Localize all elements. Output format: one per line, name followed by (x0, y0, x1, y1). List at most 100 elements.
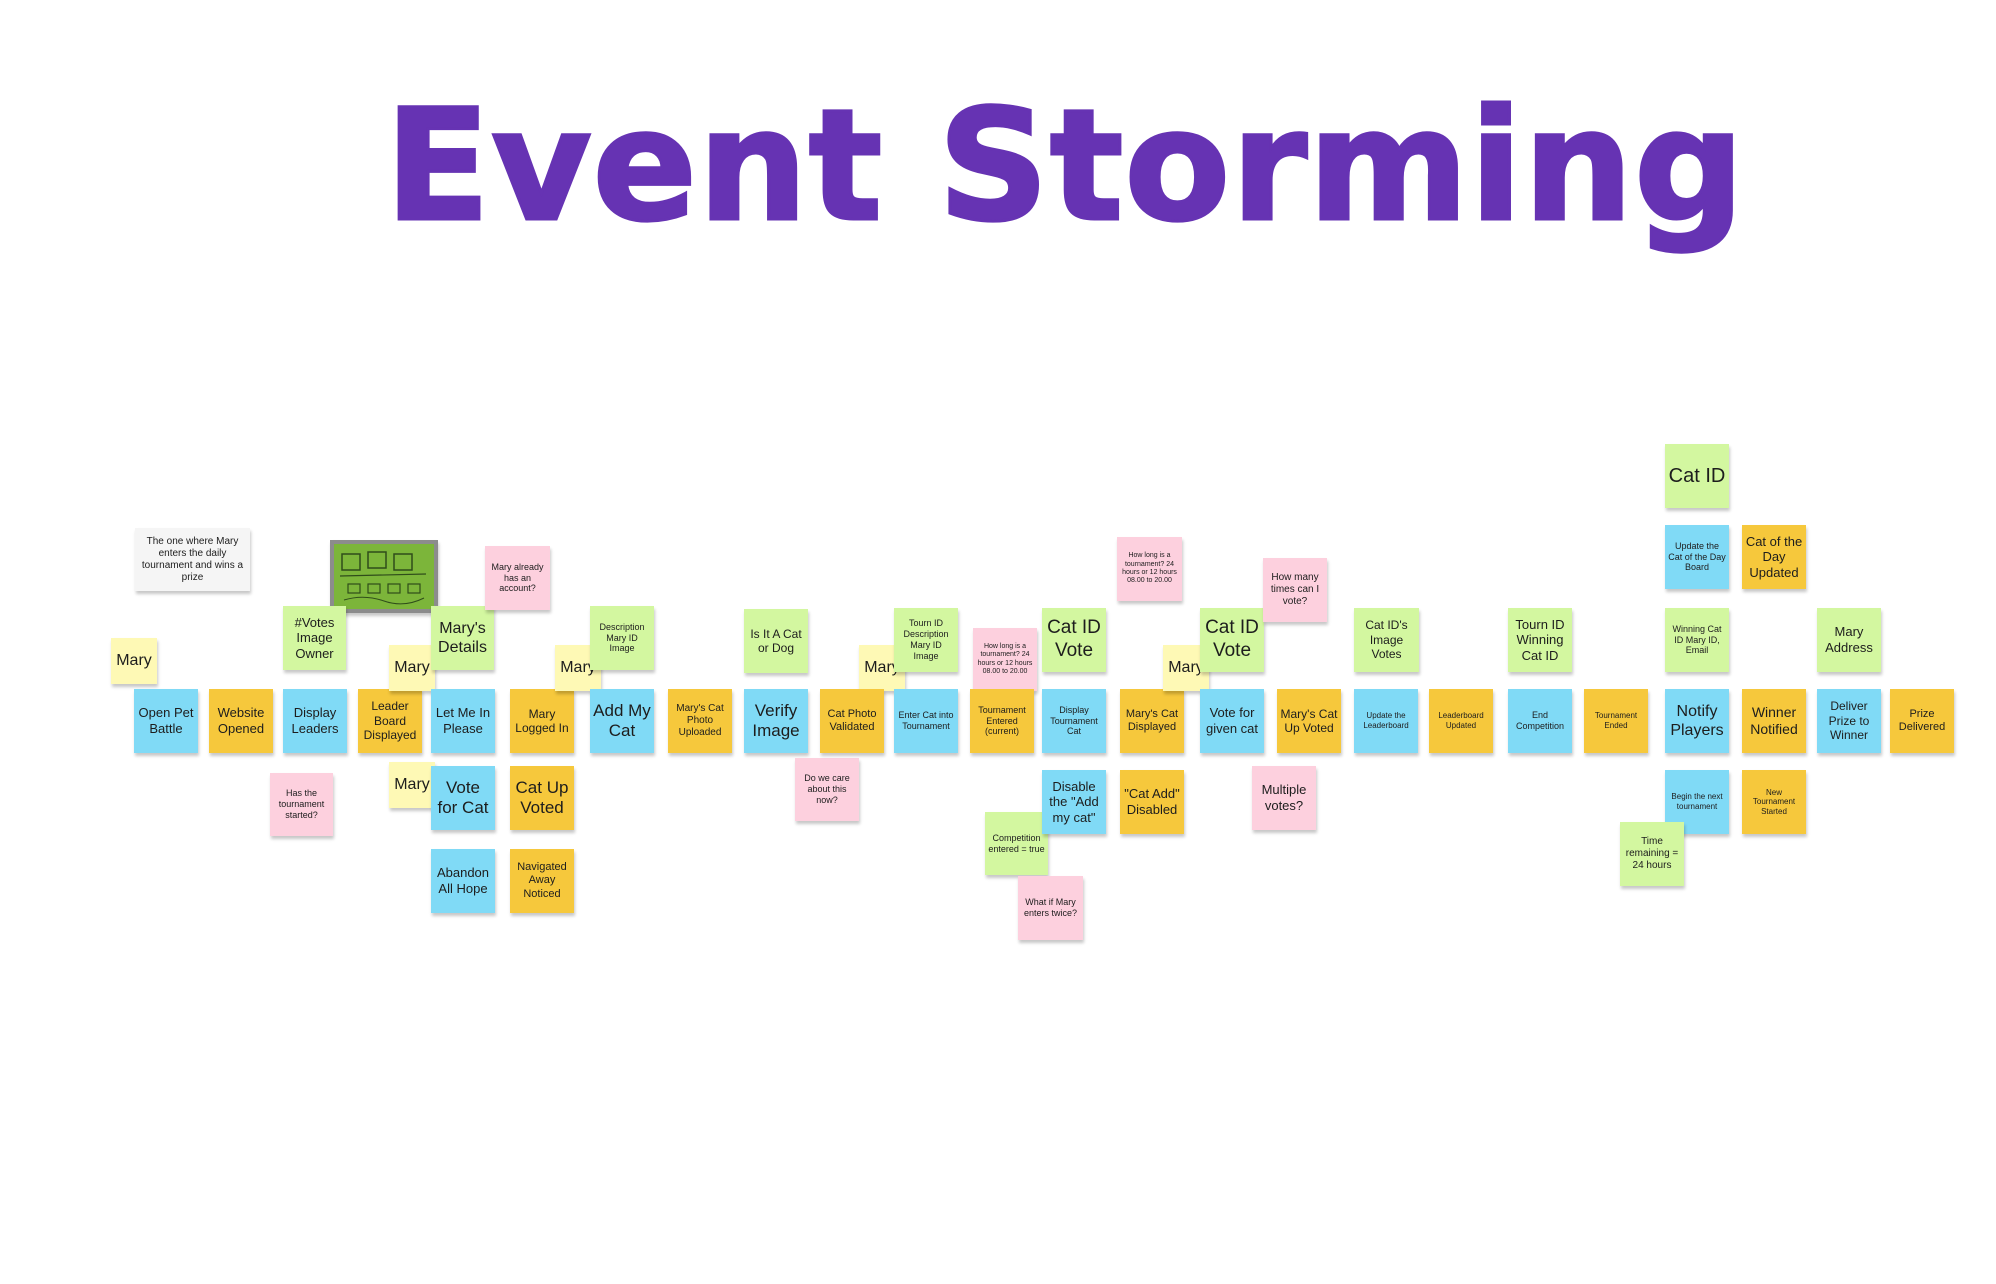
sticky-note-text: Multiple votes? (1261, 782, 1307, 813)
sticky-note-read-model[interactable]: Time remaining = 24 hours (1620, 822, 1684, 886)
sticky-note-domain-event[interactable]: Prize Delivered (1890, 689, 1954, 753)
sticky-note-command[interactable]: Update the Leaderboard (1354, 689, 1418, 753)
sticky-note-text: Cat ID (1668, 465, 1726, 487)
sticky-note-question[interactable]: Has the tournament started? (270, 773, 333, 836)
sticky-note-question[interactable]: Multiple votes? (1252, 766, 1316, 830)
sticky-note-text: Mary (394, 776, 430, 794)
sticky-note-read-model[interactable]: Mary's Details (431, 606, 494, 670)
sticky-note-actor[interactable]: Mary (389, 645, 435, 691)
sticky-note-domain-event[interactable]: Website Opened (209, 689, 273, 753)
sticky-note-domain-event[interactable]: Mary's Cat Up Voted (1277, 689, 1341, 753)
sticky-note-text: Cat Up Voted (515, 777, 569, 817)
sticky-note-text: Vote for given cat (1205, 705, 1259, 736)
sticky-note-text: Mary (560, 659, 596, 677)
sticky-note-text: How long is a tournament? 24 hours or 12… (1122, 552, 1177, 585)
sticky-note-text: Leader Board Displayed (363, 699, 417, 743)
sticky-note-question[interactable]: How long is a tournament? 24 hours or 12… (1117, 537, 1182, 601)
sticky-note-text: Mary (864, 659, 900, 677)
sticky-note-text: Navigated Away Noticed (517, 861, 567, 900)
sticky-note-domain-event[interactable]: Mary's Cat Displayed (1120, 689, 1184, 753)
sticky-note-command[interactable]: End Competition (1508, 689, 1572, 753)
sticky-note-text: Deliver Prize to Winner (1828, 699, 1870, 743)
sticky-note-read-model[interactable]: Mary Address (1817, 608, 1881, 672)
sticky-note-command[interactable]: Let Me In Please (431, 689, 495, 753)
sticky-note-command[interactable]: Deliver Prize to Winner (1817, 689, 1881, 753)
sticky-note-domain-event[interactable]: Tournament Entered (current) (970, 689, 1034, 753)
sticky-note-text: Open Pet Battle (138, 705, 194, 736)
sticky-note-read-model[interactable]: Description Mary ID Image (590, 606, 654, 670)
sticky-note-question[interactable]: Mary already has an account? (485, 546, 550, 610)
sticky-note-command[interactable]: Abandon All Hope (431, 849, 495, 913)
sticky-note-question[interactable]: Do we care about this now? (795, 758, 859, 821)
sticky-note-text: Has the tournament started? (278, 788, 325, 820)
sticky-note-text: Display Tournament Cat (1050, 704, 1098, 737)
sticky-note-text: Mary already has an account? (491, 561, 544, 594)
sticky-note-domain-event[interactable]: Leader Board Displayed (358, 689, 422, 753)
sticky-note-read-model[interactable]: Tourn ID Description Mary ID Image (894, 608, 958, 672)
sticky-note-text: New Tournament Started (1752, 787, 1796, 816)
sticky-note-command[interactable]: Display Tournament Cat (1042, 689, 1106, 753)
sticky-note-text: The one where Mary enters the daily tour… (141, 535, 244, 583)
sticky-note-command[interactable]: Vote for given cat (1200, 689, 1264, 753)
sticky-note-text: Mary (1168, 659, 1204, 677)
sticky-note-text: Tourn ID Description Mary ID Image (903, 618, 949, 661)
sticky-note-domain-event[interactable]: Navigated Away Noticed (510, 849, 574, 913)
sticky-note-read-model[interactable]: Cat ID Vote (1042, 608, 1106, 672)
sticky-note-text: End Competition (1515, 710, 1565, 731)
sticky-note-question[interactable]: How many times can I vote? (1263, 558, 1327, 622)
sticky-note-command[interactable]: Display Leaders (283, 689, 347, 753)
sticky-note-command[interactable]: Enter Cat into Tournament (894, 689, 958, 753)
sticky-note-command[interactable]: Verify Image (744, 689, 808, 753)
sticky-note-domain-event[interactable]: Cat Photo Validated (820, 689, 884, 753)
sticky-note-text: Mary's Cat Up Voted (1280, 706, 1338, 735)
sticky-note-text: Tournament Entered (current) (978, 704, 1026, 737)
sticky-note-text: Winner Notified (1750, 704, 1798, 737)
sticky-note-text: Abandon All Hope (436, 865, 490, 896)
sticky-note-text: Tourn ID Winning Cat ID (1515, 616, 1565, 663)
sticky-note-read-model[interactable]: Is It A Cat or Dog (744, 609, 808, 673)
sticky-note-read-model[interactable]: Winning Cat ID Mary ID, Email (1665, 608, 1729, 672)
sticky-note-domain-event[interactable]: Cat of the Day Updated (1742, 525, 1806, 589)
sticky-note-command[interactable]: Vote for Cat (431, 766, 495, 830)
sticky-note-text: "Cat Add" Disabled (1124, 786, 1180, 817)
sticky-note-domain-event[interactable]: Leaderboard Updated (1429, 689, 1493, 753)
sticky-note-text: How long is a tournament? 24 hours or 12… (977, 642, 1033, 675)
sticky-note-actor[interactable]: Mary (389, 762, 435, 808)
board-title: Event Storming (384, 76, 1746, 258)
sticky-note-text: Cat ID Vote (1047, 617, 1101, 661)
sticky-note-command[interactable]: Open Pet Battle (134, 689, 198, 753)
sticky-note-text: Verify Image (752, 700, 800, 740)
sticky-note-question[interactable]: What if Mary enters twice? (1018, 876, 1083, 940)
sticky-note-read-model[interactable]: Cat ID's Image Votes (1354, 608, 1419, 672)
sticky-note-scenario[interactable]: The one where Mary enters the daily tour… (135, 528, 250, 591)
sticky-note-domain-event[interactable]: Mary Logged In (510, 689, 574, 753)
sticky-note-text: Prize Delivered (1898, 707, 1946, 733)
sticky-note-text: Cat of the Day Updated (1745, 533, 1803, 580)
sticky-note-text: Begin the next tournament (1671, 792, 1723, 811)
sticky-note-read-model[interactable]: #Votes Image Owner (283, 606, 346, 670)
sticky-note-text: Update the Cat of the Day Board (1668, 540, 1726, 573)
sticky-note-question[interactable]: How long is a tournament? 24 hours or 12… (973, 628, 1037, 691)
sticky-note-read-model[interactable]: Competition entered = true (985, 812, 1048, 875)
sticky-note-command[interactable]: Notify Players (1665, 689, 1729, 753)
sticky-note-command[interactable]: Add My Cat (590, 689, 654, 753)
sticky-note-read-model[interactable]: Tourn ID Winning Cat ID (1508, 608, 1572, 672)
whiteboard-sketch-photo[interactable] (330, 540, 438, 613)
sticky-note-command[interactable]: Update the Cat of the Day Board (1665, 525, 1729, 589)
sticky-note-text: Website Opened (217, 705, 265, 736)
sticky-note-read-model[interactable]: Cat ID Vote (1200, 608, 1264, 672)
sticky-note-text: Mary's Cat Photo Uploaded (676, 703, 724, 738)
sticky-note-text: Add My Cat (593, 700, 651, 740)
sticky-note-text: Let Me In Please (435, 705, 491, 736)
sticky-note-domain-event[interactable]: Mary's Cat Photo Uploaded (668, 689, 732, 753)
sticky-note-domain-event[interactable]: Tournament Ended (1584, 689, 1648, 753)
sticky-note-read-model[interactable]: Cat ID (1665, 444, 1729, 508)
sticky-note-actor[interactable]: Mary (111, 638, 157, 684)
sticky-note-domain-event[interactable]: Cat Up Voted (510, 766, 574, 830)
sticky-note-domain-event[interactable]: "Cat Add" Disabled (1120, 770, 1184, 834)
sticky-note-command[interactable]: Disable the "Add my cat" (1042, 770, 1106, 834)
sticky-note-text: Mary's Details (438, 619, 487, 656)
sticky-note-domain-event[interactable]: Winner Notified (1742, 689, 1806, 753)
sticky-note-domain-event[interactable]: New Tournament Started (1742, 770, 1806, 834)
